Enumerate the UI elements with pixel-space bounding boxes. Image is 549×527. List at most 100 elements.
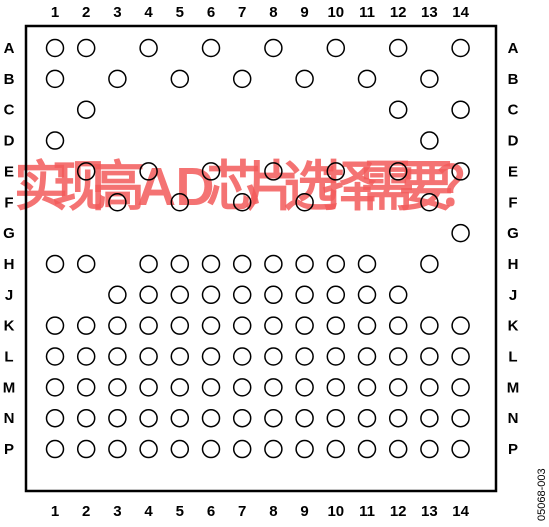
- solder-ball-A6: [201, 38, 221, 58]
- row-label-left: L: [4, 349, 13, 366]
- solder-ball-B1: [45, 69, 65, 89]
- solder-ball-H10: [326, 254, 346, 274]
- solder-ball-L13: [420, 347, 439, 366]
- row-label-left: H: [4, 256, 15, 273]
- solder-ball-N4: [139, 408, 158, 428]
- solder-ball-P8: [264, 439, 283, 459]
- solder-ball-K1: [45, 316, 65, 335]
- row-label-left: G: [3, 225, 15, 242]
- solder-ball-K8: [264, 316, 283, 335]
- solder-ball-L1: [45, 347, 65, 366]
- solder-ball-J4: [139, 285, 158, 305]
- solder-ball-P7: [232, 439, 252, 459]
- solder-ball-J10: [326, 285, 346, 305]
- solder-ball-H7: [232, 254, 252, 274]
- solder-ball-P11: [357, 439, 377, 459]
- bottom-column-labels: 1 2 3 4 5 6 7 8 9 10 11 12 13 14: [51, 503, 470, 520]
- solder-ball-J6: [201, 285, 221, 305]
- solder-ball-B9: [295, 69, 314, 89]
- row-label-right: G: [507, 225, 519, 242]
- watermark-char: 高: [91, 157, 145, 217]
- solder-ball-E2: [76, 162, 96, 181]
- solder-ball-P1: [45, 439, 65, 459]
- solder-ball-N6: [201, 408, 221, 428]
- solder-ball-L8: [264, 347, 283, 366]
- solder-ball-G14: [451, 223, 470, 243]
- row-label-right: E: [508, 163, 518, 180]
- column-label-bottom: 3: [113, 503, 121, 520]
- solder-ball-M12: [388, 378, 408, 397]
- solder-ball-H11: [357, 254, 377, 274]
- row-label-right: C: [508, 102, 519, 119]
- row-label-right: K: [508, 318, 519, 335]
- row-label-right: M: [507, 379, 520, 396]
- solder-ball-C14: [451, 100, 470, 119]
- solder-ball-N3: [108, 408, 127, 428]
- solder-ball-A14: [451, 38, 470, 58]
- solder-ball-J9: [295, 285, 314, 305]
- solder-ball-M2: [76, 378, 96, 397]
- solder-ball-E10: [326, 162, 346, 181]
- solder-ball-N2: [76, 408, 96, 428]
- solder-ball-A1: [45, 38, 65, 58]
- solder-ball-J12: [388, 285, 408, 305]
- row-label-right: B: [508, 71, 519, 88]
- solder-ball-P5: [170, 439, 190, 459]
- solder-ball-B3: [108, 69, 127, 89]
- solder-ball-J11: [357, 285, 377, 305]
- solder-ball-L9: [295, 347, 314, 366]
- solder-ball-K2: [76, 316, 96, 335]
- solder-ball-M10: [326, 378, 346, 397]
- column-label-bottom: 9: [300, 503, 308, 520]
- solder-ball-L11: [357, 347, 377, 366]
- column-label-top: 12: [390, 4, 407, 21]
- watermark-char: D: [176, 157, 215, 217]
- row-label-right: H: [508, 256, 519, 273]
- solder-ball-B11: [357, 69, 377, 89]
- column-label-bottom: 4: [144, 503, 153, 520]
- figure-code: 05068-003: [536, 468, 548, 521]
- row-label-right: J: [509, 287, 517, 304]
- solder-ball-L6: [201, 347, 221, 366]
- row-label-left: P: [4, 441, 14, 458]
- column-label-top: 3: [113, 4, 121, 21]
- solder-ball-H2: [76, 254, 96, 274]
- top-column-labels: 1 2 3 4 5 6 7 8 9 10 11 12 13 14: [51, 4, 470, 21]
- solder-ball-N7: [232, 408, 252, 428]
- solder-ball-N11: [357, 408, 377, 428]
- solder-ball-P10: [326, 439, 346, 459]
- solder-ball-E14: [451, 162, 470, 181]
- solder-ball-L10: [326, 347, 346, 366]
- solder-ball-K3: [108, 316, 127, 335]
- column-label-top: 4: [144, 4, 153, 21]
- solder-ball-L14: [451, 347, 470, 366]
- watermark-char: ？: [438, 157, 492, 217]
- solder-ball-P6: [201, 439, 221, 459]
- column-label-top: 6: [207, 4, 215, 21]
- column-label-top: 9: [300, 4, 308, 21]
- solder-ball-A10: [326, 38, 346, 58]
- solder-ball-E6: [201, 162, 221, 181]
- solder-ball-D13: [420, 131, 439, 150]
- solder-ball-M14: [451, 378, 470, 397]
- solder-ball-E12: [388, 162, 408, 181]
- column-label-bottom: 11: [359, 503, 375, 520]
- column-label-top: 5: [176, 4, 184, 21]
- solder-ball-A2: [76, 38, 96, 58]
- row-label-left: N: [4, 410, 15, 427]
- solder-ball-H8: [264, 254, 283, 274]
- solder-ball-C2: [76, 100, 96, 119]
- column-label-bottom: 7: [238, 503, 246, 520]
- watermark-char: 择: [322, 157, 377, 217]
- solder-ball-P9: [295, 439, 314, 459]
- solder-ball-A8: [264, 38, 283, 58]
- row-label-left: F: [4, 194, 13, 211]
- column-label-bottom: 2: [82, 503, 90, 520]
- solder-ball-K4: [139, 316, 158, 335]
- row-label-left: K: [4, 318, 15, 335]
- solder-ball-N1: [45, 408, 65, 428]
- solder-ball-N13: [420, 408, 439, 428]
- solder-ball-K10: [326, 316, 346, 335]
